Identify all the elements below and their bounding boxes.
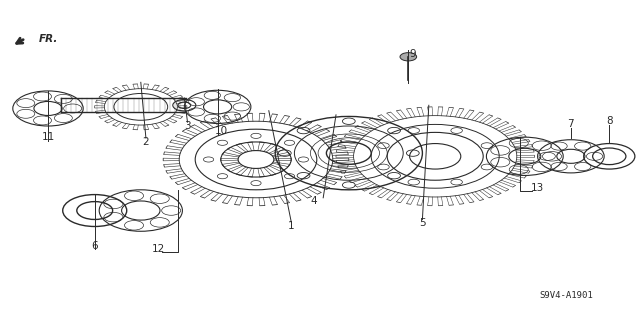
Text: 1: 1 bbox=[288, 221, 294, 232]
Text: 5: 5 bbox=[419, 218, 426, 228]
Text: S9V4-A1901: S9V4-A1901 bbox=[540, 291, 593, 300]
Text: 8: 8 bbox=[606, 116, 612, 126]
Text: 10: 10 bbox=[215, 126, 228, 136]
Text: 6: 6 bbox=[92, 241, 98, 251]
Text: 12: 12 bbox=[152, 244, 165, 254]
Text: 13: 13 bbox=[531, 183, 544, 193]
Text: 3: 3 bbox=[184, 121, 191, 131]
Text: 7: 7 bbox=[568, 119, 574, 130]
Text: 9: 9 bbox=[410, 49, 416, 59]
Circle shape bbox=[400, 53, 417, 61]
Text: 11: 11 bbox=[42, 132, 54, 142]
Text: 2: 2 bbox=[143, 137, 149, 147]
Text: FR.: FR. bbox=[38, 34, 58, 44]
Text: 4: 4 bbox=[310, 196, 317, 206]
